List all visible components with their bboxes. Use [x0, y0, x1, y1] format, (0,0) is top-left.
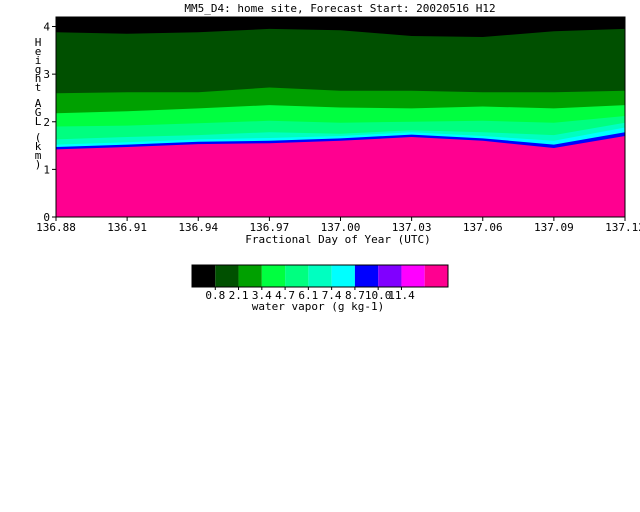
colorbar-tick-label: 4.7	[275, 289, 295, 302]
colorbar-tick-label: 6.1	[298, 289, 318, 302]
colorbar-tick-label: 0.8	[205, 289, 225, 302]
y-axis-label-char: m	[35, 149, 42, 162]
x-tick-label: 136.88	[36, 221, 76, 234]
y-axis-label-char: H	[35, 36, 42, 49]
colorbar-label: water vapor (g kg-1)	[252, 300, 384, 313]
colorbar-tick-label: 8.7	[345, 289, 365, 302]
y-axis-label-char: e	[35, 45, 42, 58]
y-tick-label: 4	[43, 21, 50, 34]
y-tick-label: 2	[43, 116, 50, 129]
colorbar-swatch	[378, 265, 402, 287]
y-axis-label-char: G	[35, 106, 42, 119]
band-above-0-8	[56, 17, 625, 37]
colorbar-swatch	[354, 265, 379, 287]
colorbar-tick-label: 7.4	[322, 289, 342, 302]
colorbar-swatch	[401, 265, 425, 287]
x-tick-label: 137.03	[392, 221, 432, 234]
y-axis: 0 1 2 3 4	[43, 21, 56, 224]
y-axis-label-char: )	[35, 158, 42, 171]
colorbar-swatch	[331, 265, 355, 287]
colorbar-swatch	[261, 265, 286, 287]
x-tick-label: 137.09	[534, 221, 574, 234]
y-axis-label-char: i	[35, 54, 42, 67]
x-axis: 136.88 136.91 136.94 136.97 137.00 137.03 137.…	[36, 217, 640, 234]
x-tick-label: 137.00	[321, 221, 361, 234]
colorbar-swatch	[424, 265, 448, 287]
x-tick-label: 137.06	[463, 221, 503, 234]
colorbar-tick-label: 11.4	[388, 289, 415, 302]
y-axis-label-char: t	[35, 81, 42, 94]
colorbar-tick-label: 3.4	[252, 289, 272, 302]
y-axis-label-char: (	[35, 131, 42, 144]
colorbar-swatch	[308, 265, 332, 287]
y-axis-label-char: h	[35, 72, 42, 85]
colorbar-tick-label: 2.1	[229, 289, 249, 302]
chart-title: MM5_D4: home site, Forecast Start: 20020…	[184, 2, 495, 15]
colorbar-swatch	[285, 265, 309, 287]
y-axis-label-char: k	[35, 140, 42, 153]
x-axis-label: Fractional Day of Year (UTC)	[245, 233, 430, 246]
x-tick-label: 137.12	[605, 221, 640, 234]
colorbar: 0.8 2.1 3.4 4.7 6.1 7.4 8.7 10.011.4	[191, 264, 449, 302]
y-axis-label-char: L	[35, 115, 42, 128]
colorbar-swatch	[215, 265, 239, 287]
colorbar-swatch	[192, 265, 216, 287]
y-axis-label-char: g	[35, 63, 42, 76]
colorbar-swatch	[238, 265, 262, 287]
y-tick-label: 1	[43, 163, 50, 176]
y-tick-label: 3	[43, 68, 50, 81]
x-tick-label: 136.94	[178, 221, 218, 234]
y-axis-label-char: A	[35, 97, 42, 110]
y-tick-label: 0	[43, 211, 50, 224]
colorbar-tick-label: 10.0	[365, 289, 392, 302]
x-tick-label: 136.97	[250, 221, 290, 234]
x-tick-label: 136.91	[107, 221, 147, 234]
colorbar-frame	[191, 264, 449, 288]
plot-area	[56, 17, 625, 217]
